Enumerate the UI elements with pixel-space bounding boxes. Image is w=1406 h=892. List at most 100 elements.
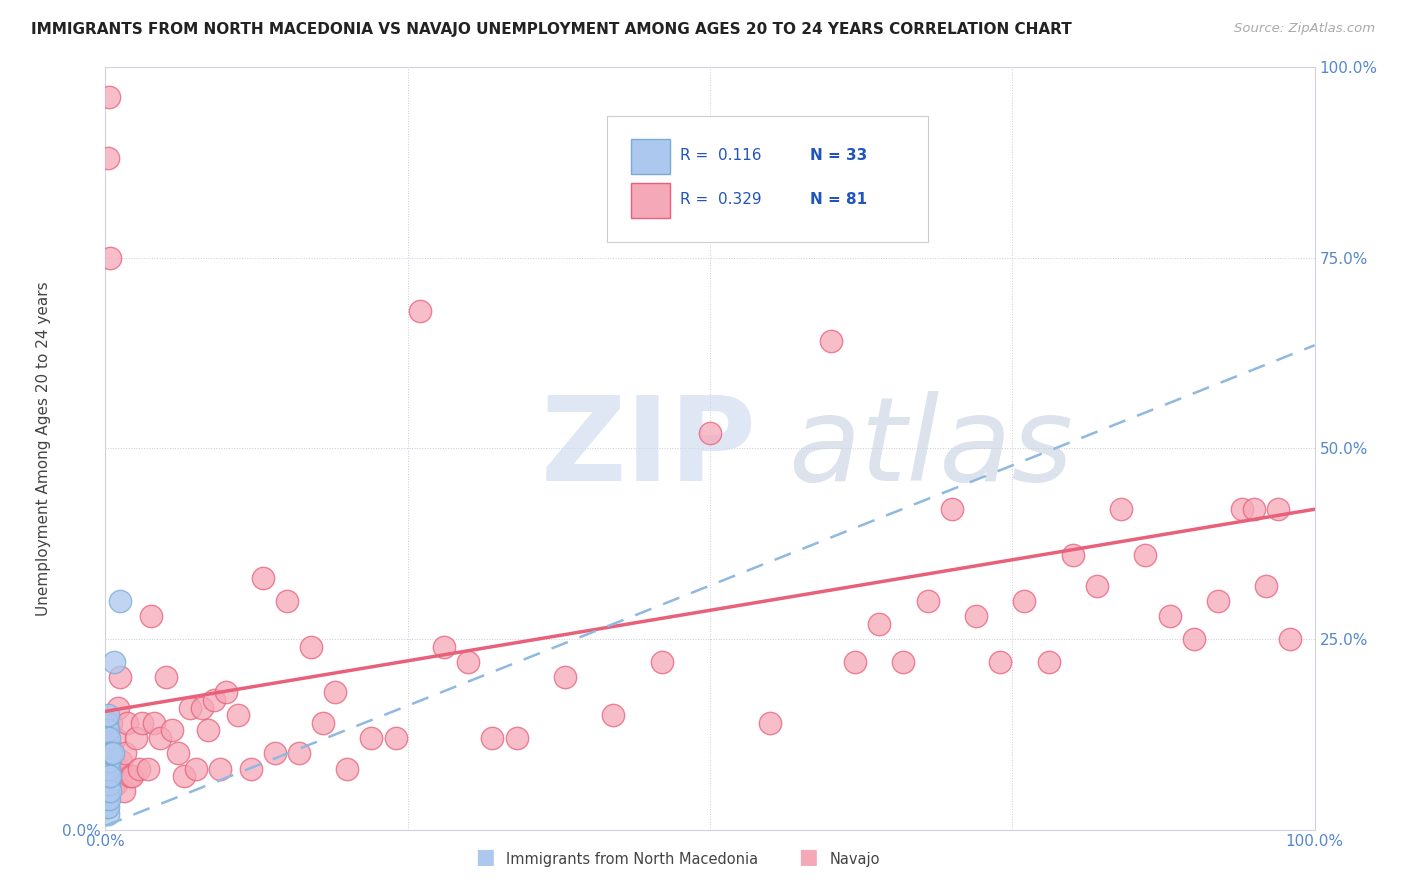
Point (844, 655, 866, 669)
Text: ■: ■ (475, 847, 495, 867)
Point (98, 731, 121, 745)
Point (1267, 502, 1289, 516)
Point (98, 762, 121, 776)
Point (299, 640, 322, 654)
Point (1109, 502, 1132, 516)
Point (868, 616, 890, 631)
Point (409, 304, 432, 318)
Point (121, 769, 143, 783)
Text: Source: ZipAtlas.com: Source: ZipAtlas.com (1234, 22, 1375, 36)
Point (1243, 502, 1265, 516)
Text: N = 81: N = 81 (810, 192, 868, 207)
Point (142, 715, 165, 730)
Point (97, 152, 120, 166)
Point (1062, 548, 1084, 562)
Point (100, 762, 122, 776)
Point (505, 731, 527, 745)
Point (96, 731, 118, 745)
Point (96, 715, 118, 730)
Point (759, 715, 782, 730)
Point (965, 609, 987, 624)
Point (97, 799, 120, 814)
Point (1038, 655, 1060, 669)
Point (179, 700, 201, 714)
Text: atlas: atlas (789, 392, 1074, 505)
Point (101, 769, 124, 783)
Point (101, 746, 124, 760)
Point (97, 762, 120, 776)
Point (97, 777, 120, 791)
Point (97, 784, 120, 798)
Point (160, 723, 183, 738)
Point (96, 762, 118, 776)
Point (457, 655, 479, 669)
Point (215, 685, 238, 699)
Point (98, 769, 121, 783)
Point (96, 784, 118, 798)
Point (186, 762, 208, 776)
Point (96, 799, 118, 814)
Point (108, 670, 131, 684)
Point (288, 746, 311, 760)
Point (1230, 502, 1253, 516)
Y-axis label: Unemployment Among Ages 20 to 24 years: Unemployment Among Ages 20 to 24 years (35, 281, 51, 615)
Point (96, 746, 118, 760)
Point (1159, 609, 1181, 624)
Point (141, 609, 163, 624)
Point (191, 700, 214, 714)
Point (312, 715, 335, 730)
Point (98, 746, 121, 760)
Point (97, 708, 120, 723)
Point (228, 708, 250, 723)
Point (384, 731, 406, 745)
Point (112, 784, 135, 798)
Point (202, 693, 225, 707)
Point (131, 715, 153, 730)
Point (1182, 632, 1205, 646)
Point (114, 746, 136, 760)
Point (115, 715, 138, 730)
Text: N = 33: N = 33 (810, 148, 868, 163)
Point (239, 762, 262, 776)
Point (98, 746, 121, 760)
Point (107, 700, 129, 714)
Point (98, 251, 121, 265)
Point (97, 807, 120, 822)
Point (97, 769, 120, 783)
Point (209, 762, 232, 776)
Point (100, 746, 122, 760)
Point (252, 571, 274, 585)
Point (97, 723, 120, 738)
Point (96, 792, 118, 806)
Point (1279, 632, 1302, 646)
Point (820, 334, 842, 349)
Point (1014, 594, 1036, 608)
Point (97, 746, 120, 760)
Point (103, 655, 125, 669)
Point (98, 792, 121, 806)
Point (96, 777, 118, 791)
Point (1206, 594, 1229, 608)
Point (105, 777, 128, 791)
Text: Navajo: Navajo (830, 852, 880, 867)
Point (110, 754, 132, 768)
Text: R =  0.329: R = 0.329 (681, 192, 762, 207)
Point (107, 762, 129, 776)
Point (167, 746, 190, 760)
Point (1085, 578, 1108, 592)
Point (96, 739, 118, 753)
Text: ■: ■ (799, 847, 818, 867)
Point (136, 762, 159, 776)
Text: R =  0.116: R = 0.116 (681, 148, 761, 163)
FancyBboxPatch shape (607, 117, 928, 243)
Point (149, 731, 172, 745)
Point (128, 762, 150, 776)
Point (554, 670, 576, 684)
Point (941, 502, 963, 516)
Point (197, 723, 219, 738)
Point (103, 777, 125, 791)
Point (98, 784, 121, 798)
Point (336, 762, 359, 776)
Point (1135, 548, 1157, 562)
Point (323, 685, 346, 699)
